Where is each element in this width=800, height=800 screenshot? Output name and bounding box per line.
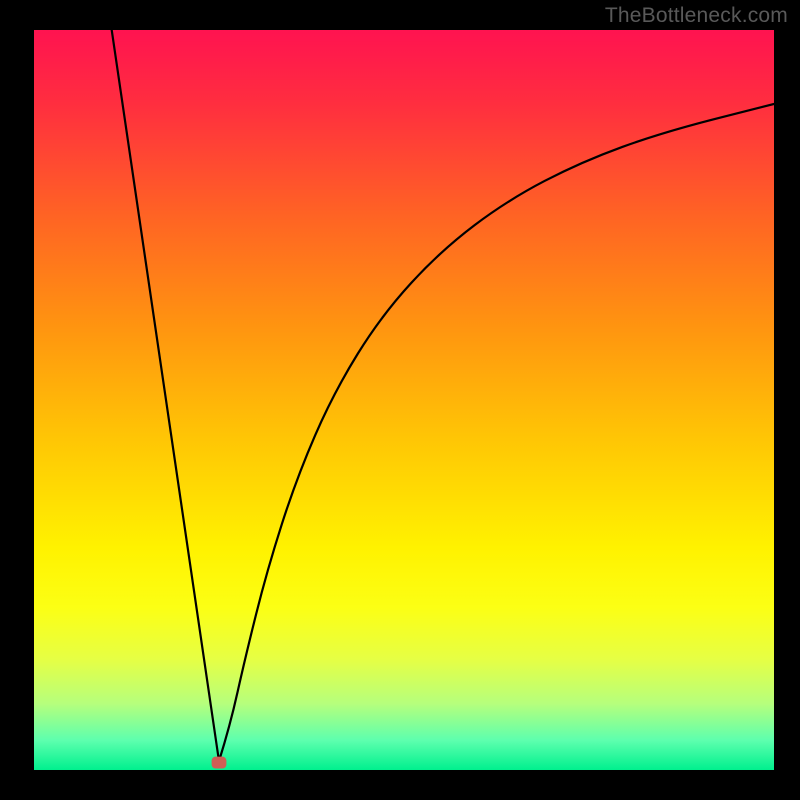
chart-stage: TheBottleneck.com [0,0,800,800]
watermark-text: TheBottleneck.com [605,4,788,28]
plot-background [34,30,774,770]
